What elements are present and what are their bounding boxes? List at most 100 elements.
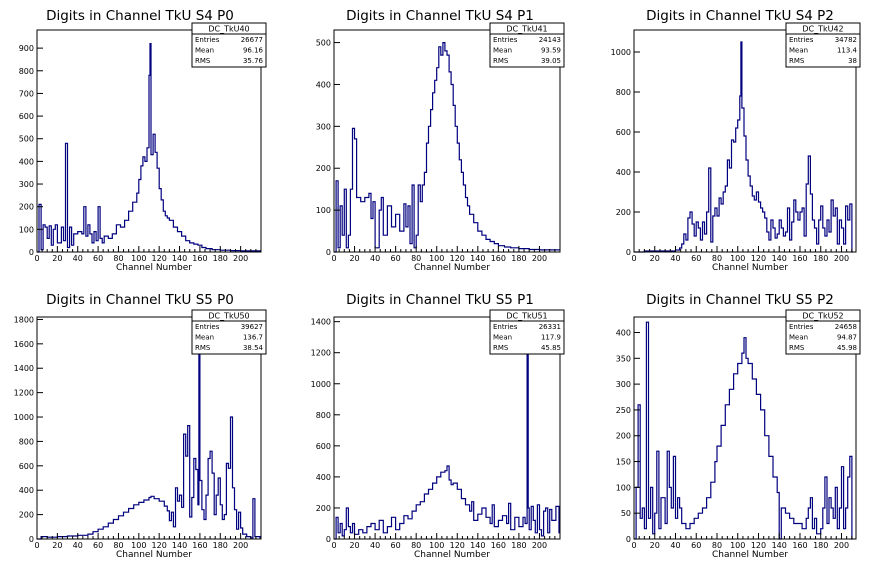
x-tick-label: 100 — [429, 541, 444, 550]
x-tick-label: 40 — [670, 254, 680, 263]
histogram-panel-2: Digits in Channel TkU S4 P1 0 20 40 60 80 100 1… — [316, 8, 565, 273]
stats-entries-value: 39627 — [241, 323, 263, 331]
x-tick-label: 60 — [391, 541, 401, 550]
chart-title: Digits in Channel TkU S5 P0 — [46, 292, 234, 308]
histogram-panel-6: Digits in Channel TkU S5 P2 0 20 40 60 80 100 1… — [616, 292, 861, 560]
histogram-line — [334, 327, 560, 540]
y-tick-label: 1000 — [311, 380, 331, 389]
y-tick-label: 1000 — [14, 413, 34, 422]
y-tick-label: 200 — [316, 164, 331, 173]
stats-entries-label: Entries — [789, 323, 814, 331]
x-tick-label: 60 — [93, 541, 103, 550]
y-tick-label: 100 — [616, 483, 631, 492]
stats-box-frame — [191, 309, 267, 355]
chart-title: Digits in Channel TkU S5 P1 — [346, 292, 534, 308]
x-tick-label: 120 — [450, 541, 465, 550]
x-tick-label: 160 — [192, 541, 207, 550]
x-tick-label: 200 — [233, 541, 248, 550]
stats-rms-label: RMS — [493, 344, 509, 352]
stats-rms-label: RMS — [195, 344, 211, 352]
x-tick-label: 40 — [73, 254, 83, 263]
stats-mean-value: 96.16 — [243, 47, 264, 55]
x-tick-label: 80 — [113, 254, 123, 263]
x-tick-label: 160 — [491, 254, 506, 263]
y-tick-label: 600 — [19, 112, 34, 121]
x-tick-label: 120 — [751, 541, 766, 550]
y-tick-label: 0 — [29, 535, 34, 544]
stats-box-frame — [489, 309, 565, 355]
stats-mean-value: 136.7 — [243, 334, 263, 342]
stats-rms-value: 45.85 — [541, 344, 561, 352]
y-tick-label: 150 — [616, 458, 631, 467]
x-tick-label: 0 — [631, 541, 636, 550]
x-tick-label: 100 — [730, 541, 745, 550]
histogram-line — [634, 321, 853, 540]
x-tick-label: 60 — [391, 254, 401, 263]
histogram-panel-3: Digits in Channel TkU S4 P2 0 20 40 60 80 100 1… — [611, 8, 861, 273]
stats-rms-value: 38 — [848, 57, 857, 65]
stats-box-frame — [785, 22, 861, 68]
stats-entries-label: Entries — [195, 323, 220, 331]
stats-name: DC_TkU41 — [506, 25, 547, 34]
y-tick-label: 100 — [19, 225, 34, 234]
stats-entries-value: 26331 — [539, 323, 561, 331]
chart-title: Digits in Channel TkU S4 P2 — [646, 8, 834, 24]
x-tick-label: 160 — [491, 541, 506, 550]
stats-rms-label: RMS — [493, 57, 509, 65]
y-tick-label: 700 — [19, 89, 34, 98]
x-tick-label: 40 — [370, 254, 380, 263]
y-tick-label: 0 — [326, 248, 331, 257]
x-tick-label: 0 — [331, 541, 336, 550]
stats-rms-value: 38.54 — [243, 344, 264, 352]
stats-rms-label: RMS — [789, 57, 805, 65]
y-tick-label: 0 — [29, 248, 34, 257]
y-tick-label: 400 — [19, 157, 34, 166]
y-tick-label: 800 — [19, 67, 34, 76]
x-tick-label: 20 — [52, 541, 62, 550]
stats-name: DC_TkU51 — [506, 312, 547, 321]
x-tick-label: 140 — [172, 254, 187, 263]
y-tick-label: 1000 — [611, 48, 631, 57]
x-tick-label: 80 — [712, 541, 722, 550]
x-tick-label: 140 — [772, 254, 787, 263]
x-tick-label: 60 — [691, 254, 701, 263]
y-tick-label: 400 — [316, 473, 331, 482]
stats-entries-label: Entries — [195, 36, 220, 44]
histogram-line — [37, 324, 261, 540]
x-tick-label: 100 — [730, 254, 745, 263]
stats-mean-value: 93.59 — [541, 47, 561, 55]
x-axis-label: Channel Number — [712, 550, 788, 560]
x-tick-label: 160 — [792, 541, 807, 550]
chart-title: Digits in Channel TkU S5 P2 — [646, 292, 834, 308]
chart-title: Digits in Channel TkU S4 P1 — [346, 8, 534, 24]
x-tick-label: 80 — [113, 541, 123, 550]
x-tick-label: 80 — [411, 254, 421, 263]
y-tick-label: 50 — [621, 509, 631, 518]
y-tick-label: 1600 — [14, 340, 34, 349]
stats-mean-value: 94.87 — [837, 334, 857, 342]
x-tick-label: 20 — [349, 254, 359, 263]
x-tick-label: 0 — [631, 254, 636, 263]
x-tick-label: 40 — [370, 541, 380, 550]
y-tick-label: 250 — [616, 406, 631, 415]
x-tick-label: 120 — [450, 254, 465, 263]
stats-box: DC_TkU40 Entries 26677 Mean 96.16 RMS 35.76 — [191, 22, 267, 68]
y-tick-label: 1200 — [14, 389, 34, 398]
stats-entries-value: 26677 — [241, 36, 263, 44]
chart-title: Digits in Channel TkU S4 P0 — [46, 8, 234, 24]
y-tick-label: 100 — [316, 206, 331, 215]
stats-mean-value: 117.9 — [541, 334, 561, 342]
stats-rms-label: RMS — [195, 57, 211, 65]
x-tick-label: 120 — [152, 541, 167, 550]
x-tick-label: 180 — [813, 254, 828, 263]
y-tick-label: 400 — [316, 80, 331, 89]
stats-mean-label: Mean — [195, 334, 214, 342]
stats-rms-value: 39.05 — [541, 57, 561, 65]
stats-mean-label: Mean — [789, 334, 808, 342]
x-tick-label: 20 — [349, 541, 359, 550]
stats-name: DC_TkU50 — [208, 312, 249, 321]
x-tick-label: 180 — [213, 254, 228, 263]
x-tick-label: 20 — [52, 254, 62, 263]
stats-box-frame — [785, 309, 861, 355]
